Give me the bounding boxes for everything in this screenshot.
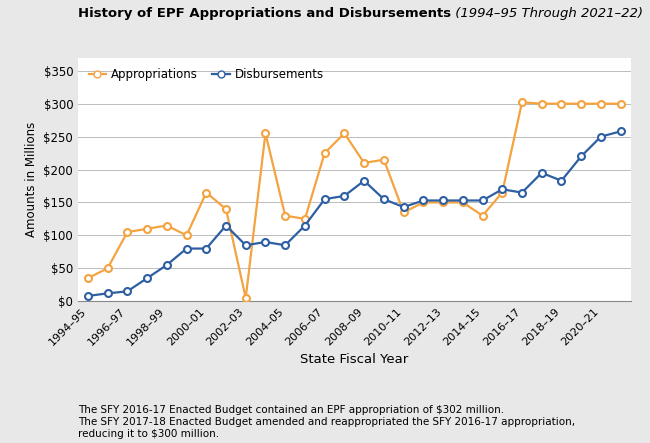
Y-axis label: Amounts in Millions: Amounts in Millions — [25, 122, 38, 237]
X-axis label: State Fiscal Year: State Fiscal Year — [300, 353, 408, 366]
Text: The SFY 2016-17 Enacted Budget contained an EPF appropriation of $302 million.
T: The SFY 2016-17 Enacted Budget contained… — [78, 405, 575, 439]
Text: History of EPF Appropriations and Disbursements: History of EPF Appropriations and Disbur… — [78, 7, 451, 20]
Text: (1994–95 Through 2021–22): (1994–95 Through 2021–22) — [451, 7, 643, 20]
Legend: Appropriations, Disbursements: Appropriations, Disbursements — [84, 63, 328, 86]
